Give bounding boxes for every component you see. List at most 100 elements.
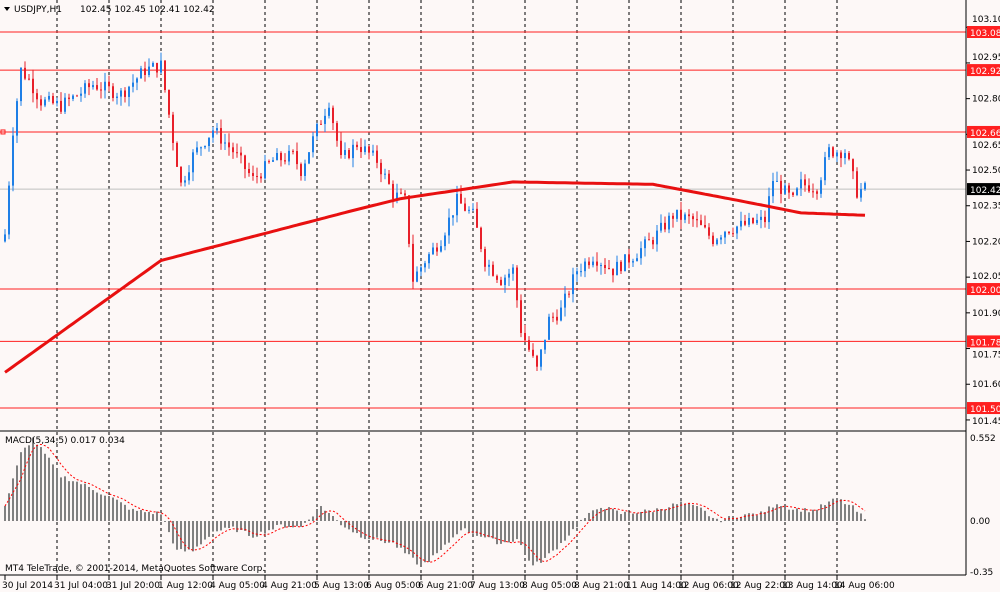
candle-body [432, 247, 434, 255]
time-label: 5 Aug 13:00 [314, 581, 369, 591]
macd-bar [32, 437, 34, 521]
candle-body [616, 261, 618, 276]
macd-bar [692, 505, 694, 521]
candle-body [428, 254, 430, 264]
macd-bar [748, 513, 750, 521]
time-label: 31 Jul 20:00 [106, 581, 160, 591]
candle-body [84, 83, 86, 94]
macd-bar [16, 465, 18, 521]
candle-body [124, 90, 126, 97]
macd-bar [624, 511, 626, 521]
candle-body [156, 62, 158, 73]
macd-bar [588, 512, 590, 521]
candle-body [324, 115, 326, 125]
candle-body [612, 268, 614, 276]
macd-bar [696, 506, 698, 521]
macd-bar [148, 511, 150, 521]
candle-body [800, 179, 802, 189]
macd-bar [92, 490, 94, 521]
candle-body [172, 114, 174, 143]
level-anchor-icon[interactable] [0, 129, 6, 135]
macd-bar [72, 481, 74, 521]
candle-body [100, 89, 102, 91]
candle-body [508, 273, 510, 278]
macd-bar [388, 521, 390, 543]
candle-body [112, 86, 114, 98]
macd-bar [504, 521, 506, 543]
macd-bar [664, 509, 666, 521]
macd-bar [104, 495, 106, 521]
dropdown-triangle-icon[interactable] [4, 7, 10, 11]
candle-body [840, 152, 842, 159]
macd-bar [8, 493, 10, 521]
macd-bar [632, 513, 634, 521]
time-label: 30 Jul 2014 [2, 581, 53, 591]
macd-bar [756, 515, 758, 521]
ohlc-values: 102.45 102.45 102.41 102.42 [80, 5, 215, 15]
candle-body [416, 271, 418, 282]
candle-body [696, 219, 698, 221]
candle-body [864, 183, 866, 190]
candle-body [232, 147, 234, 153]
macd-bar [436, 521, 438, 554]
candle-body [372, 150, 374, 153]
candle-body [560, 307, 562, 321]
macd-bar [108, 495, 110, 521]
candle-body [684, 214, 686, 220]
macd-bar [288, 521, 290, 527]
candle-body [740, 220, 742, 227]
candle-body [108, 81, 110, 87]
macd-bar [428, 521, 430, 562]
macd-bar [116, 499, 118, 521]
time-label: 8 Aug 21:00 [574, 581, 629, 591]
candle-body [56, 100, 58, 104]
candle-body [652, 240, 654, 245]
candle-body [440, 246, 442, 252]
price-tick-label: 102.20 [972, 237, 1000, 247]
price-tick-label: 101.45 [972, 417, 1000, 427]
level-price-label: 102.00 [970, 286, 1000, 296]
macd-bar [380, 521, 382, 541]
candle-body [708, 227, 710, 236]
macd-bar [212, 521, 214, 532]
macd-bar [440, 521, 442, 550]
macd-bar [224, 521, 226, 528]
candle-body [260, 176, 262, 179]
macd-bar [840, 499, 842, 521]
candle-body [768, 196, 770, 223]
candle-body [276, 153, 278, 161]
candle-body [28, 78, 30, 80]
candle-body [744, 220, 746, 225]
price-tick-label: 102.95 [972, 53, 1000, 63]
symbol-title: USDJPY,H1 [14, 5, 62, 15]
candle-body [248, 168, 250, 174]
candle-body [52, 95, 54, 104]
candle-body [272, 160, 274, 162]
candle-body [64, 97, 66, 112]
macd-bar [744, 514, 746, 521]
macd-bar [28, 445, 30, 521]
macd-bar [712, 517, 714, 521]
macd-bar [628, 512, 630, 521]
macd-bar [376, 521, 378, 538]
macd-bar [584, 518, 586, 521]
macd-bar [136, 510, 138, 521]
candle-body [240, 152, 242, 156]
candle-body [680, 209, 682, 220]
macd-bar [404, 521, 406, 554]
level-price-label: 101.78 [970, 338, 1000, 348]
macd-bar [764, 512, 766, 521]
macd-bar [444, 521, 446, 545]
macd-bar [244, 521, 246, 531]
candle-body [436, 247, 438, 252]
candle-body [808, 185, 810, 192]
candle-body [516, 267, 518, 301]
candle-body [288, 150, 290, 162]
macd-bar [356, 521, 358, 534]
macd-bar [204, 521, 206, 540]
macd-bar [448, 521, 450, 543]
candle-body [456, 193, 458, 216]
candle-body [72, 95, 74, 99]
macd-bar [788, 509, 790, 521]
